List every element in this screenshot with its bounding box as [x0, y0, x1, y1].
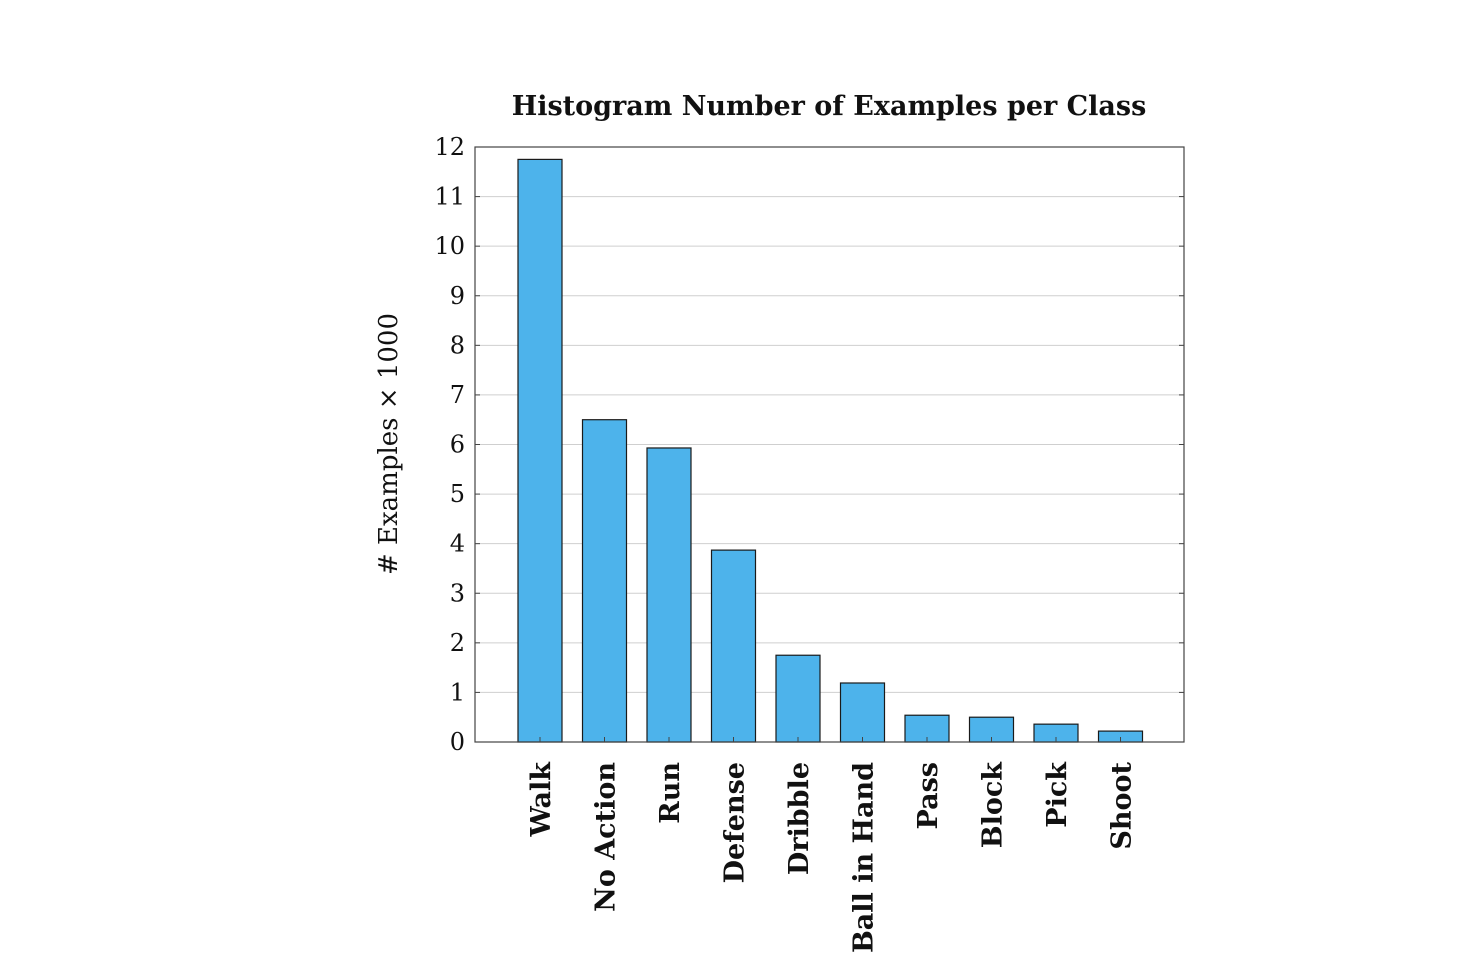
y-tick-label: 12 — [434, 133, 465, 161]
y-tick-label: 5 — [450, 480, 465, 508]
axes — [474, 146, 1185, 743]
y-tick-label: 10 — [434, 232, 465, 260]
x-tick-label: No Action — [591, 762, 622, 912]
bar-run — [646, 447, 692, 743]
x-tick-label: Dribble — [784, 762, 815, 875]
x-tick-label: Pass — [913, 762, 944, 829]
bar-no-action — [581, 419, 628, 743]
bar-walk — [517, 158, 563, 743]
bar-ball-in-hand — [839, 682, 886, 743]
x-tick-label: Shoot — [1107, 761, 1138, 849]
y-axis-label: # Examples × 1000 — [374, 313, 404, 575]
y-tick-label: 8 — [450, 331, 465, 359]
y-tick-label: 2 — [450, 629, 465, 657]
y-tick-label: 4 — [450, 530, 465, 558]
y-tick-label: 9 — [450, 282, 465, 310]
y-tick-label: 3 — [450, 579, 465, 607]
y-tick-label: 7 — [450, 381, 465, 409]
x-tick-label: Ball in Hand — [849, 762, 880, 953]
plot-frame — [474, 146, 1185, 743]
y-tick-label: 11 — [434, 183, 465, 211]
bars — [517, 158, 1144, 743]
x-tick-label: Block — [978, 761, 1009, 849]
x-tick-label: Walk — [526, 761, 557, 838]
x-tick-label: Defense — [720, 762, 751, 883]
x-tick-label: Run — [655, 762, 686, 824]
y-tick-label: 6 — [450, 431, 465, 459]
y-tick-label: 1 — [450, 678, 465, 706]
x-tick-labels: Walk No Action Run Defense Dribble Ball in Ha… — [526, 761, 1138, 953]
bar-defense — [710, 549, 757, 743]
chart-title: Histogram Number of Examples per Class — [512, 91, 1147, 122]
gridlines — [475, 196, 1184, 693]
bar-dribble — [775, 654, 821, 743]
x-tick-label: Pick — [1042, 761, 1073, 828]
y-tick-label: 0 — [450, 728, 465, 756]
